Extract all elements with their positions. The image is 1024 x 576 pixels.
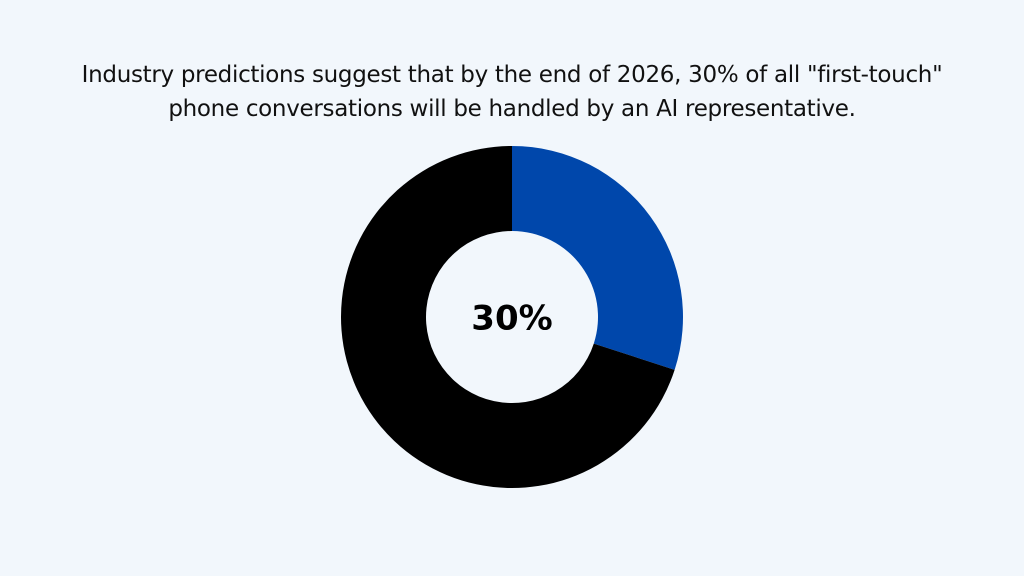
donut-slice — [512, 146, 683, 370]
donut-slice — [341, 146, 675, 488]
center-label: 30% — [471, 299, 552, 339]
slices — [341, 146, 683, 488]
chart-title: Industry predictions suggest that by the… — [81, 62, 943, 122]
